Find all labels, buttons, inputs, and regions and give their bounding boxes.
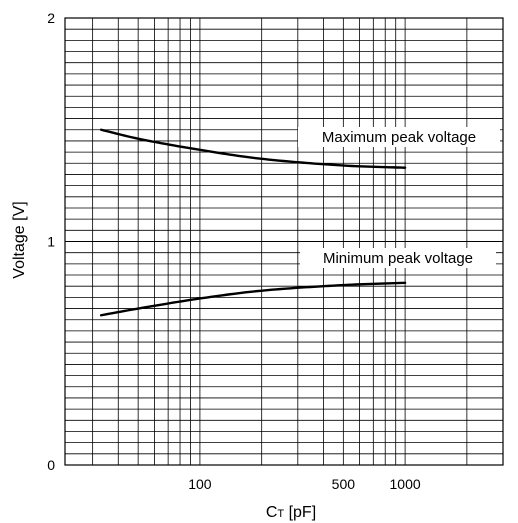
x-axis-label-main: C [266, 504, 278, 521]
x-axis-label: CT [pF] [266, 504, 316, 521]
max-peak-voltage-curve [99, 128, 407, 169]
annotation-max-peak-voltage-backdrop [298, 127, 500, 147]
x-tick-label: 1000 [390, 476, 421, 492]
annotation-max-peak-voltage: Maximum peak voltage [322, 129, 476, 146]
annotation-min-peak-voltage-backdrop [300, 248, 496, 268]
y-axis-label: Voltage [V] [11, 201, 28, 278]
min-peak-voltage-curve [99, 281, 407, 317]
x-tick-label: 100 [188, 476, 212, 492]
plot-frame [64, 17, 504, 466]
series-curves [99, 128, 407, 317]
tick-labels: 0 1 2 100 500 1000 [47, 10, 421, 492]
y-tick-label: 2 [47, 10, 55, 26]
annotation-min-peak-voltage: Minimum peak voltage [323, 250, 473, 267]
y-tick-label: 1 [47, 234, 55, 250]
x-tick-label: 500 [332, 476, 356, 492]
y-tick-label: 0 [47, 457, 55, 473]
series-annotations: Maximum peak voltage Minimum peak voltage [298, 127, 500, 268]
x-axis-label-unit: [pF] [284, 504, 316, 521]
x-axis-label-subscript: T [277, 508, 284, 520]
grid-lines [65, 18, 503, 465]
